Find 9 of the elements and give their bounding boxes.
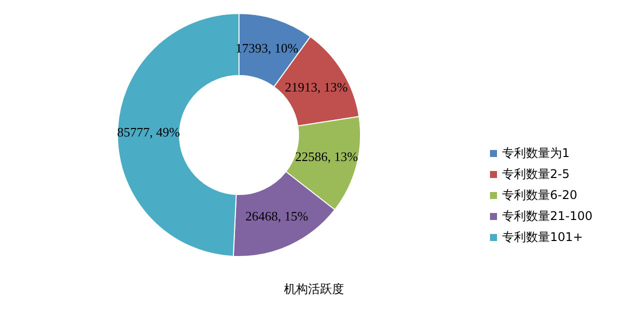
legend-label: 专利数量6-20 [502,187,578,204]
data-label: 22586, 13% [295,149,358,164]
legend-label: 专利数量101+ [502,229,583,246]
data-label: 21913, 13% [284,79,348,94]
text: 机构活跃度 [283,281,345,298]
legend-label: 专利数量21-100 [502,208,593,225]
legend-label: 专利数量2-5 [502,166,570,183]
legend-label: 专利数量为1 [502,145,570,162]
data-label: 26468, 15% [245,208,308,224]
